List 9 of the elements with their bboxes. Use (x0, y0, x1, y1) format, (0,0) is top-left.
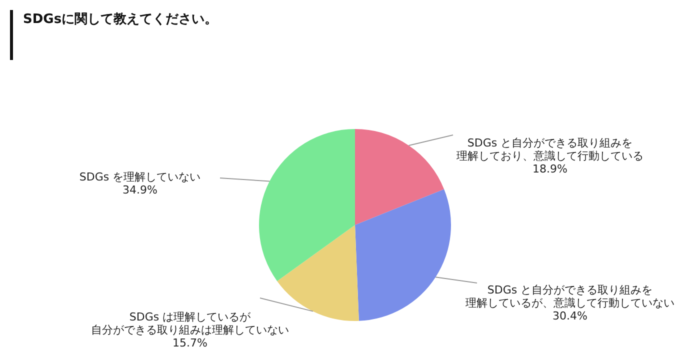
slice-label: SDGs を理解していない (79, 170, 201, 184)
data-label: 18.9% (532, 162, 568, 176)
data-label: 30.4% (552, 309, 588, 322)
slice-label: SDGs と自分ができる取り組みを理解しており、意識して行動している (456, 136, 644, 162)
chart-title: SDGsに関して教えてください。 (10, 10, 218, 60)
slice-label: SDGs と自分ができる取り組みを理解しているが、意識して行動していない (466, 283, 674, 310)
data-label: 15.7% (172, 336, 208, 350)
slice-label: SDGs は理解しているが自分ができる取り組みは理解していない (91, 310, 289, 336)
data-label: 34.9% (122, 183, 158, 196)
